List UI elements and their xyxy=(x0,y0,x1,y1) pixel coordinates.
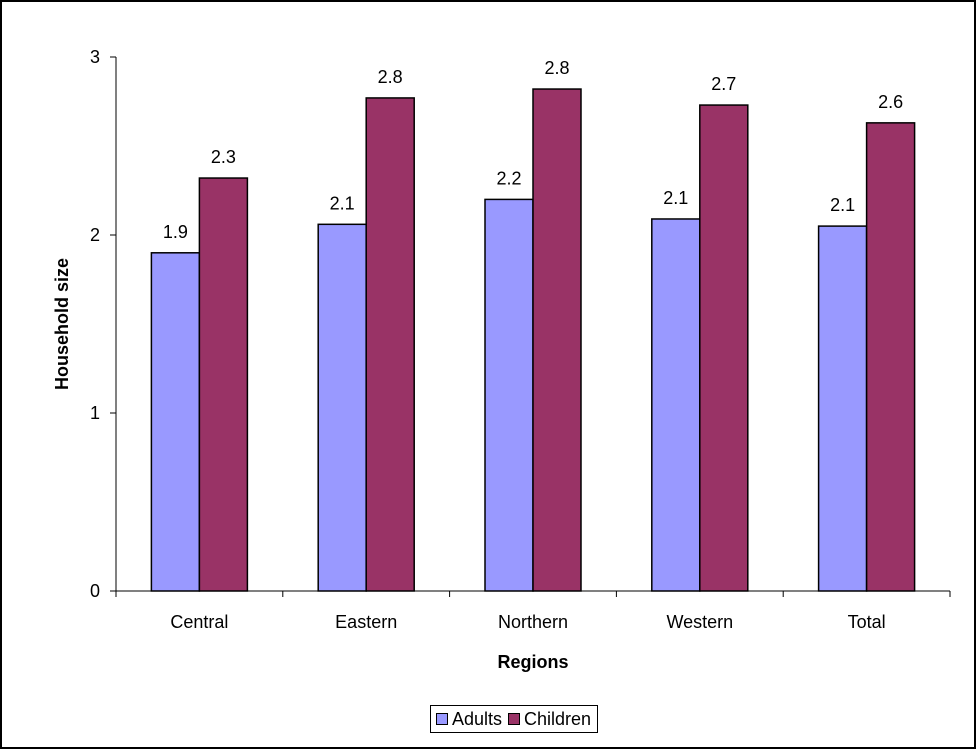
bar-adults-central xyxy=(150,252,201,592)
bar-adults-western xyxy=(651,218,701,592)
bar-children-western xyxy=(699,104,749,592)
data-label-children-total: 2.6 xyxy=(878,92,903,112)
data-label-adults-central: 1.9 xyxy=(163,222,188,242)
y-tick-label: 2 xyxy=(90,225,100,245)
legend-swatch-children xyxy=(508,713,521,725)
bar-adults-northern xyxy=(484,198,534,592)
data-label-adults-western: 2.1 xyxy=(663,188,688,208)
bar-children-central xyxy=(198,177,249,592)
y-axis-title: Household size xyxy=(52,258,72,390)
bar-children-total xyxy=(865,122,916,592)
data-label-adults-eastern: 2.1 xyxy=(330,193,355,213)
legend: Adults Children xyxy=(430,705,599,733)
legend-item-adults: Adults xyxy=(436,709,502,730)
legend-label-adults: Adults xyxy=(452,708,503,729)
x-axis-title: Regions xyxy=(497,652,568,672)
data-label-adults-northern: 2.2 xyxy=(496,168,521,188)
x-tick-label: Western xyxy=(666,612,733,632)
y-tick-label: 1 xyxy=(90,403,100,423)
data-label-adults-total: 2.1 xyxy=(830,195,855,215)
data-label-children-northern: 2.8 xyxy=(544,58,569,78)
bar-adults-total xyxy=(817,225,868,592)
data-label-children-western: 2.7 xyxy=(711,74,736,94)
bar-adults-eastern xyxy=(317,223,367,592)
bar-children-northern xyxy=(532,88,582,592)
x-tick-label: Total xyxy=(848,612,886,632)
legend-item-children: Children xyxy=(508,709,591,730)
data-label-children-central: 2.3 xyxy=(211,147,236,167)
legend-label-children: Children xyxy=(524,708,592,729)
x-tick-label: Northern xyxy=(498,612,568,632)
data-label-children-eastern: 2.8 xyxy=(378,67,403,87)
legend-swatch-adults xyxy=(436,713,448,725)
y-tick-label: 0 xyxy=(90,581,100,601)
bar-children-eastern xyxy=(365,97,415,592)
x-tick-label: Eastern xyxy=(335,612,397,632)
y-tick-label: 3 xyxy=(90,47,100,67)
x-tick-label: Central xyxy=(170,612,228,632)
